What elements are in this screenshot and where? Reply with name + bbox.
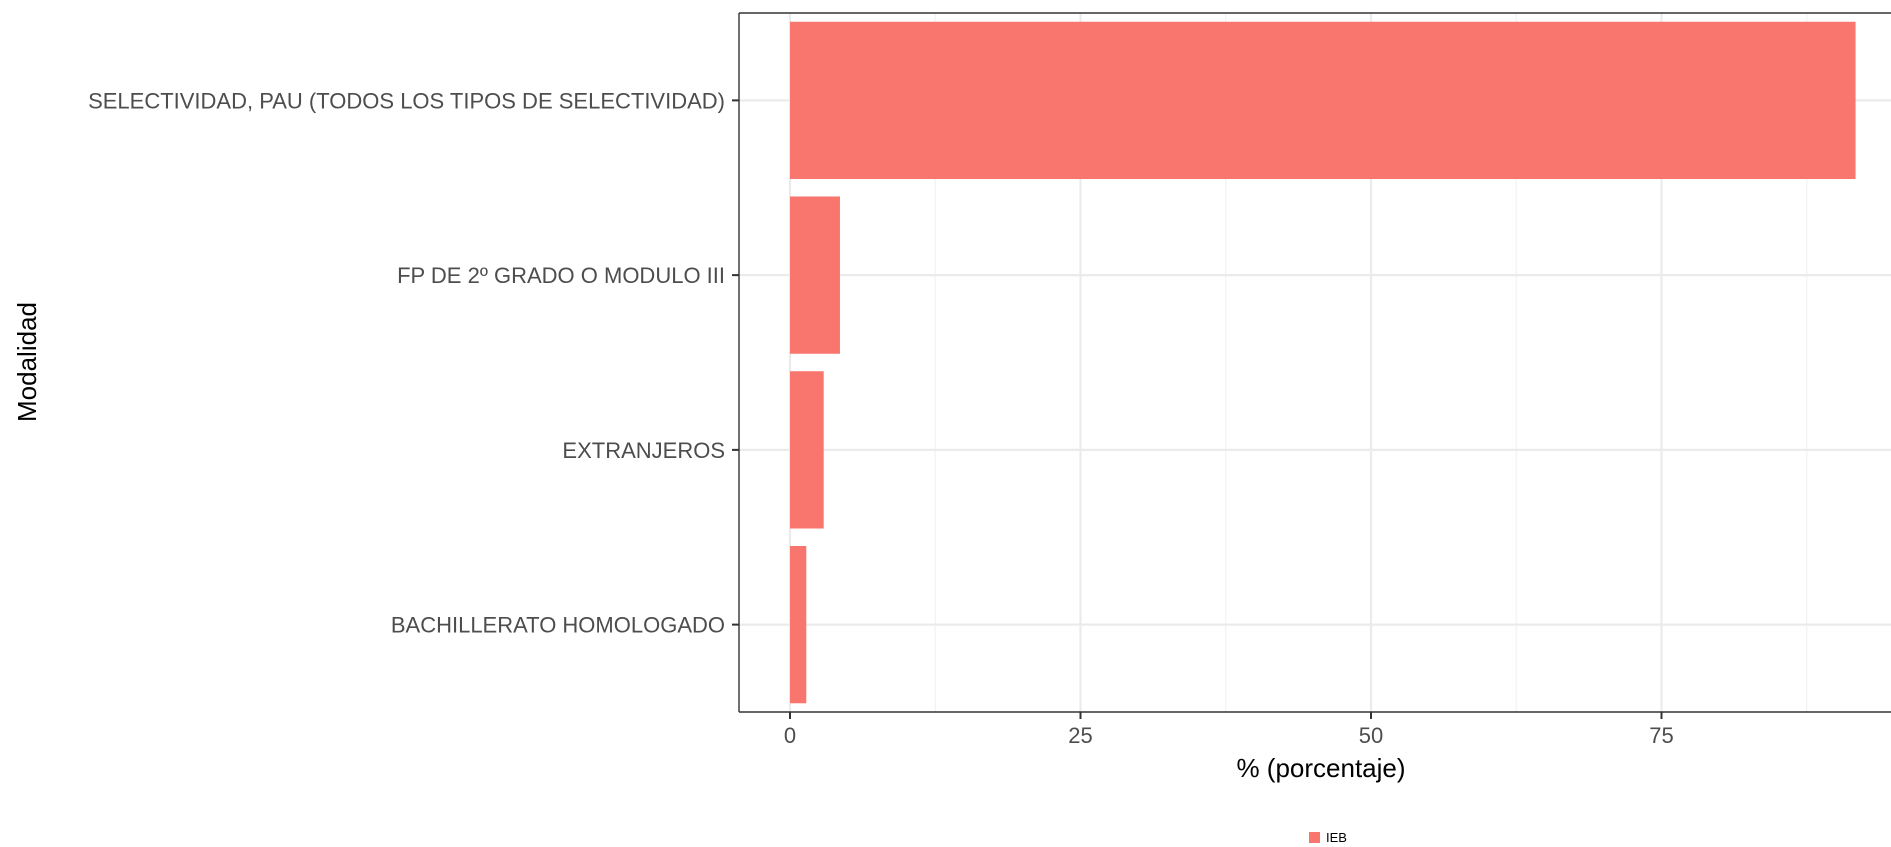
x-tick-label: 75	[1649, 723, 1673, 748]
panel-border	[738, 12, 1891, 713]
y-tick-label: BACHILLERATO HOMOLOGADO	[391, 613, 725, 638]
bar	[790, 545, 807, 704]
bar	[790, 21, 1856, 180]
x-tick-label: 25	[1068, 723, 1092, 748]
legend-label-ieb: IEB	[1326, 830, 1347, 845]
y-tick-label: SELECTIVIDAD, PAU (TODOS LOS TIPOS DE SE…	[88, 88, 725, 113]
bar	[790, 371, 824, 529]
legend-key-ieb	[1309, 832, 1320, 843]
y-axis: SELECTIVIDAD, PAU (TODOS LOS TIPOS DE SE…	[88, 88, 739, 638]
y-tick-label: FP DE 2º GRADO O MODULO III	[397, 263, 725, 288]
y-tick-label: EXTRANJEROS	[562, 438, 725, 463]
bar	[790, 196, 840, 354]
x-tick-label: 0	[784, 723, 796, 748]
legend: IEB	[1309, 830, 1347, 845]
x-tick-label: 50	[1359, 723, 1383, 748]
x-axis: 0 25 50 75	[784, 712, 1674, 748]
bars	[790, 21, 1856, 704]
y-axis-title: Modalidad	[12, 302, 42, 422]
x-axis-title: % (porcentaje)	[1236, 753, 1405, 783]
